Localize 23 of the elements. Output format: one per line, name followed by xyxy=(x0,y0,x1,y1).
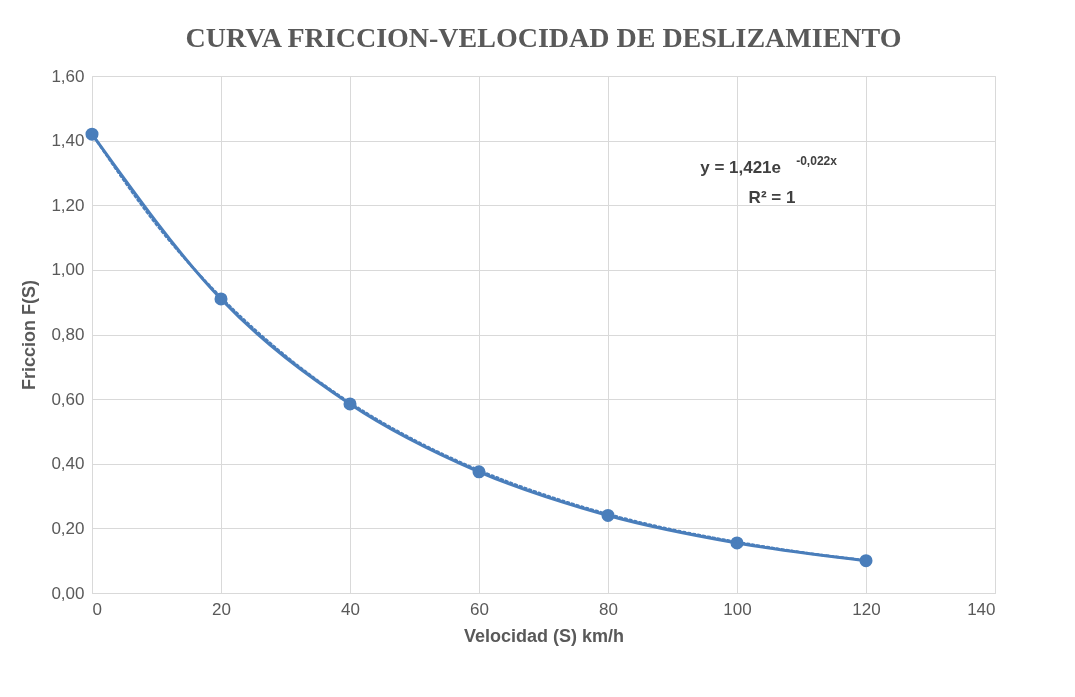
chart-title: CURVA FRICCION-VELOCIDAD DE DESLIZAMIENTO xyxy=(185,22,902,53)
x-tick-label: 100 xyxy=(723,599,752,619)
x-tick-label: 20 xyxy=(212,599,231,619)
point xyxy=(859,554,873,568)
y-tick-label: 0,00 xyxy=(51,583,85,603)
annotation: y = 1,421e-0,022x xyxy=(700,154,838,177)
y-tick-label: 0,40 xyxy=(51,454,85,474)
y-tick-label: 0,20 xyxy=(51,518,85,538)
x-tick-label: 40 xyxy=(341,599,360,619)
x-tick-label: 120 xyxy=(852,599,881,619)
x-tick-label: 80 xyxy=(599,599,618,619)
y-tick-label: 0,80 xyxy=(51,325,85,344)
y-tick-label: 1,20 xyxy=(51,195,85,215)
y-tick-label: 1,40 xyxy=(51,131,85,151)
annotation: R² = 1 xyxy=(748,188,796,207)
x-tick-label: 140 xyxy=(967,599,996,619)
y-tick-label: 1,60 xyxy=(51,66,85,86)
x-tick-label: 0 xyxy=(92,599,102,619)
y-tick-label: 1,00 xyxy=(51,260,85,280)
x-axis-title: Velocidad (S) km/h xyxy=(463,625,625,646)
x-tick-label: 60 xyxy=(470,599,489,619)
y-tick-label: 0,60 xyxy=(51,389,85,409)
y-axis-title: Friccion F(S) xyxy=(19,279,40,391)
